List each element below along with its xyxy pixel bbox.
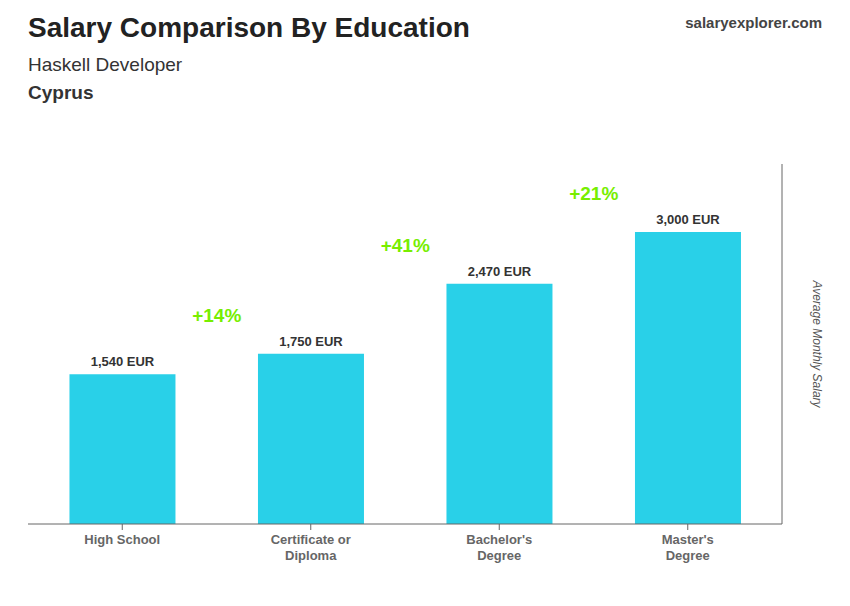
svg-text:2,470 EUR: 2,470 EUR	[468, 264, 532, 279]
html-text:Cyprus: Cyprus	[28, 82, 94, 103]
html-text:Haskell Developer: Haskell Developer	[28, 54, 183, 75]
svg-text:1,540 EUR: 1,540 EUR	[91, 354, 155, 369]
svg-text:Average Monthly Salary: Average Monthly Salary	[810, 279, 824, 408]
svg-text:Master'sDegree: Master'sDegree	[662, 532, 714, 563]
html-text:salaryexplorer.com: salaryexplorer.com	[685, 14, 822, 31]
svg-text:High School: High School	[84, 532, 160, 547]
svg-text:1,750 EUR: 1,750 EUR	[279, 334, 343, 349]
svg-text:+41%: +41%	[381, 235, 430, 256]
svg-text:+14%: +14%	[192, 305, 241, 326]
svg-text:Certificate orDiploma: Certificate orDiploma	[271, 532, 351, 563]
svg-text:3,000 EUR: 3,000 EUR	[656, 212, 720, 227]
svg-text:+21%: +21%	[569, 183, 618, 204]
svg-text:Bachelor'sDegree: Bachelor'sDegree	[466, 532, 532, 563]
html-text:Salary Comparison By Education: Salary Comparison By Education	[28, 12, 470, 43]
